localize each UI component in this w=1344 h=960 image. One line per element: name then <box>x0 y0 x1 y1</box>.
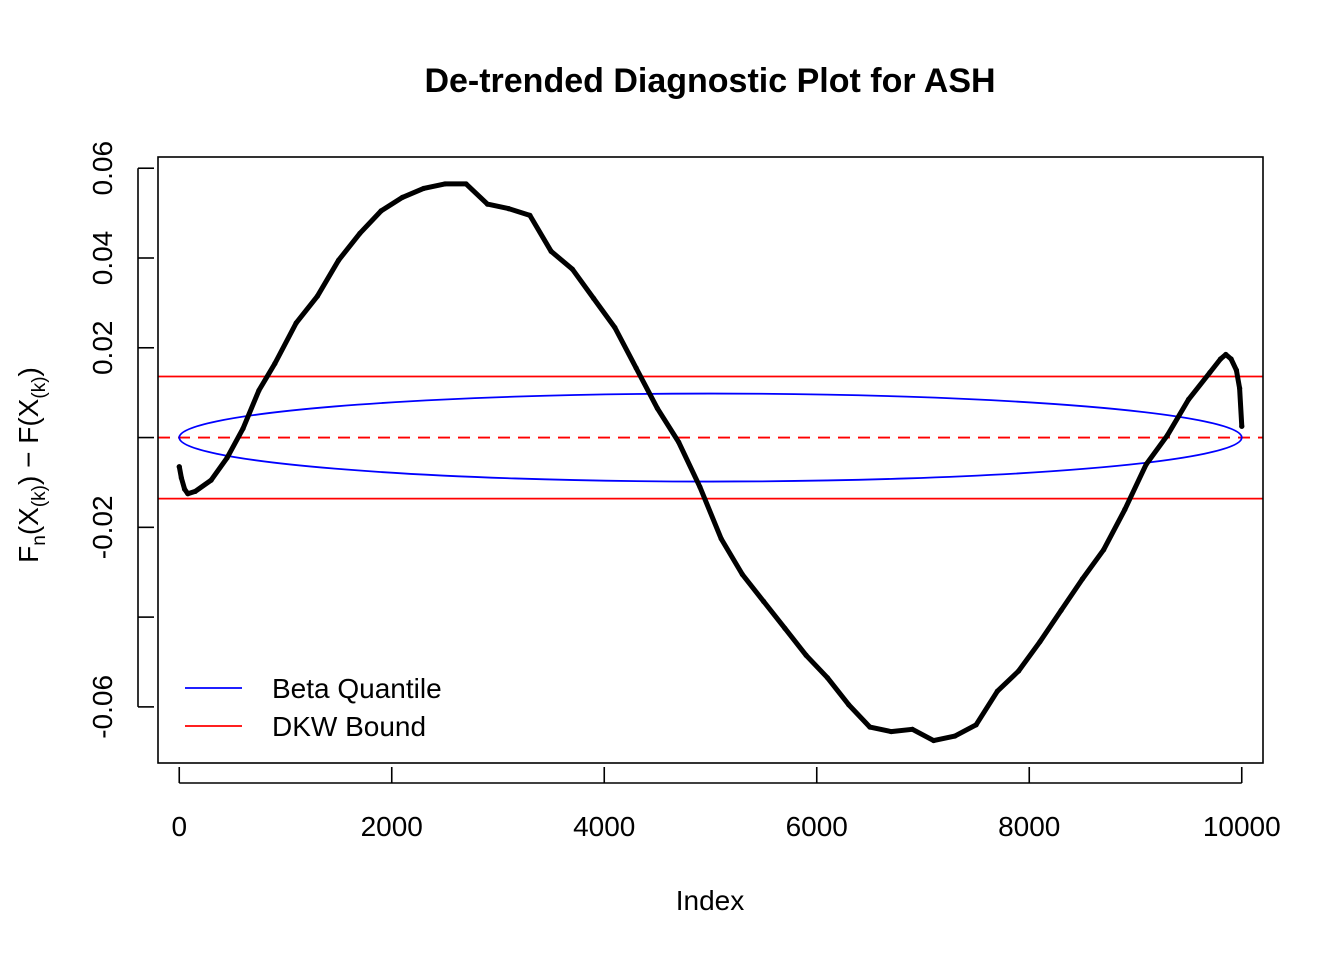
beta-quantile-band <box>178 392 1243 483</box>
data-point <box>803 652 809 658</box>
data-point <box>192 488 198 495</box>
y-tick-label: 0.06 <box>87 141 118 196</box>
data-point <box>931 737 937 744</box>
data-point <box>782 625 788 631</box>
data-point <box>1143 461 1149 468</box>
data-point <box>421 185 427 192</box>
data-point <box>240 425 246 432</box>
data-point <box>612 324 618 331</box>
data-point <box>357 230 363 236</box>
data-point <box>909 726 915 732</box>
x-tick-label: 4000 <box>573 811 635 842</box>
legend: Beta Quantile DKW Bound <box>185 673 442 742</box>
legend-label: DKW Bound <box>272 711 426 742</box>
data-point <box>224 455 230 461</box>
data-point <box>1233 367 1240 373</box>
y-axis: 0.06 0.04 0.02 -0.02 -0.06 <box>87 141 154 739</box>
x-axis: 0 2000 4000 6000 8000 10000 <box>171 767 1281 842</box>
x-tick-label: 10000 <box>1203 811 1281 842</box>
data-point <box>314 293 320 299</box>
data-point <box>1037 639 1043 645</box>
data-point <box>506 206 512 212</box>
x-tick-label: 8000 <box>998 811 1060 842</box>
y-axis-label: Fn(X(k)) − F(X(k)) <box>13 367 50 563</box>
data-point <box>761 598 767 605</box>
data-point <box>718 535 724 542</box>
data-point <box>256 387 262 394</box>
data-point <box>1186 396 1192 402</box>
data-point <box>569 266 575 272</box>
data-point <box>1016 668 1022 674</box>
data-point <box>527 212 533 218</box>
data-point <box>952 733 958 739</box>
x-tick-label: 2000 <box>361 811 423 842</box>
x-axis-label: Index <box>676 885 745 916</box>
chart-title: De-trended Diagnostic Plot for ASH <box>424 62 995 100</box>
plot-frame <box>157 156 1264 764</box>
data-point <box>633 365 639 371</box>
data-point <box>739 571 745 578</box>
data-point <box>336 257 342 263</box>
data-point <box>1207 369 1213 376</box>
data-point <box>654 405 660 411</box>
data-point <box>1237 385 1243 391</box>
data-point <box>888 728 894 735</box>
data-point <box>1217 356 1224 362</box>
y-tick-label: -0.02 <box>87 495 118 559</box>
y-tick-label: 0.02 <box>87 321 118 376</box>
data-point <box>208 477 214 483</box>
data-point <box>378 208 384 214</box>
data-point <box>178 475 184 481</box>
series-line-0 <box>176 181 1245 744</box>
data-point <box>272 360 278 367</box>
data-point <box>1122 506 1128 512</box>
data-point <box>1223 351 1229 358</box>
data-point <box>846 702 852 708</box>
data-point <box>676 439 682 445</box>
data-point <box>697 484 703 490</box>
data-point <box>548 248 554 254</box>
y-axis-label-text: Fn(X(k)) − F(X(k)) <box>13 367 50 563</box>
data-point <box>484 201 490 207</box>
data-point <box>1164 432 1170 438</box>
data-point <box>442 181 448 187</box>
data-point <box>1228 356 1234 362</box>
x-tick-label: 6000 <box>786 811 848 842</box>
x-tick-label: 0 <box>171 811 187 842</box>
data-point <box>973 722 979 728</box>
data-point <box>293 320 299 326</box>
y-tick-label: -0.06 <box>87 675 118 739</box>
data-point <box>824 675 830 681</box>
data-point <box>1058 607 1064 613</box>
data-point <box>1239 423 1245 429</box>
y-tick-label: 0.04 <box>87 231 118 286</box>
data-point <box>463 181 469 187</box>
data-point <box>1079 576 1085 582</box>
legend-label: Beta Quantile <box>272 673 442 704</box>
data-point <box>176 464 182 470</box>
data-point <box>1101 547 1107 553</box>
data-point <box>399 194 405 200</box>
data-point <box>867 724 873 730</box>
data-point <box>994 688 1000 694</box>
data-point <box>181 486 188 492</box>
data-point <box>591 295 597 301</box>
data-point <box>185 491 191 497</box>
plot-area <box>158 181 1263 744</box>
